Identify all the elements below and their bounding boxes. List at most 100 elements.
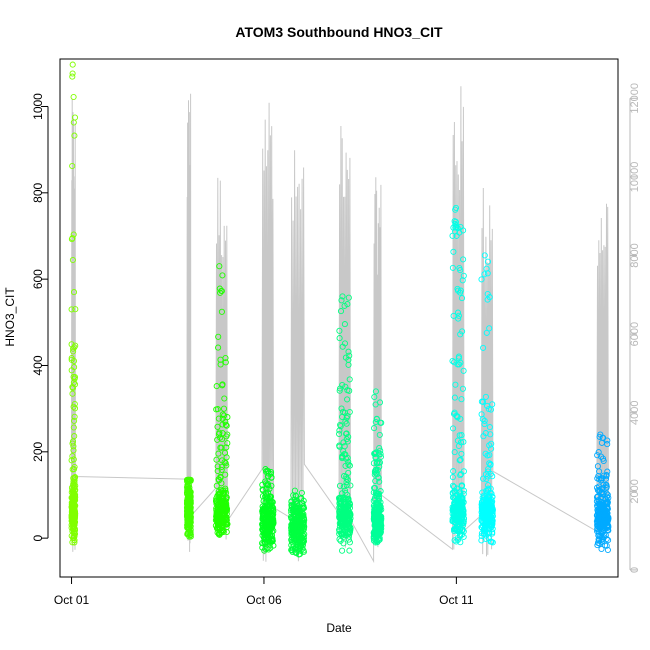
data-point [184,507,191,514]
data-point [337,514,344,521]
data-point [292,537,299,544]
data-point [346,408,353,416]
data-point [264,523,271,530]
data-point [68,367,75,374]
data-point [69,453,76,460]
data-point [456,361,463,368]
data-point [339,547,346,554]
data-point [450,425,457,432]
data-point [70,487,77,494]
data-point [377,503,384,510]
data-point [594,484,601,491]
data-point [459,385,466,392]
data-point [265,473,272,480]
data-point [449,232,456,239]
data-point [70,289,78,296]
data-point [289,530,296,537]
data-point [482,430,489,437]
data-point [457,289,464,296]
data-point [260,506,268,513]
data-point [460,522,467,529]
data-point [215,333,222,340]
data-point [451,449,458,456]
data-point [488,445,495,452]
data-point [185,512,193,520]
data-point [340,540,347,547]
data-point [339,519,346,526]
data-point [458,500,465,507]
data-point [342,383,349,390]
data-point [70,348,77,355]
data-point [449,264,456,271]
data-point [69,513,76,520]
data-point [342,354,349,361]
data-point [458,396,465,403]
data-point [478,411,485,418]
data-point [371,484,378,492]
data-point [340,473,348,480]
data-point [458,483,465,490]
data-point [339,524,346,531]
data-point [343,430,350,437]
data-point [336,497,343,504]
y2-tick-label: 10000 [629,162,641,193]
data-point [371,468,378,475]
data-point [346,376,353,383]
plot-area [68,61,612,564]
data-point [270,508,277,515]
data-point [451,394,458,401]
data-point [377,488,384,495]
data-point [480,344,487,351]
data-point [336,443,343,450]
data-point [291,521,299,528]
data-point-peak [185,476,192,483]
data-point [214,423,221,430]
data-point [344,515,351,523]
data-point-peak [452,204,460,211]
data-point [460,528,467,535]
data-point [215,507,222,515]
data-point [300,519,307,526]
data-point [376,399,384,406]
data-point [598,493,605,501]
flight-series [370,388,385,546]
data-point [71,405,79,412]
data-point [301,517,308,524]
data-point [599,502,606,510]
data-point [478,532,485,540]
data-point [376,444,383,452]
data-point [345,461,352,468]
axes: 0200400600800100002000400060008000100001… [31,58,641,607]
data-point [71,527,79,534]
data-point [224,521,231,528]
data-point [478,516,485,523]
data-point [70,478,77,485]
data-point [184,531,191,538]
data-point [604,437,611,444]
data-point [340,439,347,446]
flight-series [68,61,79,546]
data-point [482,393,489,400]
data-point [478,398,485,405]
data-point [484,473,491,480]
data-point [603,542,610,549]
data-point [261,539,268,546]
data-point [456,489,463,496]
data-point [217,474,224,481]
data-point [220,511,227,518]
data-point [222,421,229,428]
data-point [215,344,222,351]
flight-series [183,476,194,540]
data-point [456,432,463,439]
data-point [484,290,491,298]
flight-series [449,204,468,546]
data-point [450,224,457,231]
data-point [288,498,295,505]
data-point [598,453,605,460]
data-point [489,525,496,532]
data-point [481,417,488,424]
x-tick-label: Oct 01 [54,593,90,607]
data-point [214,467,221,475]
data-point [216,285,223,292]
